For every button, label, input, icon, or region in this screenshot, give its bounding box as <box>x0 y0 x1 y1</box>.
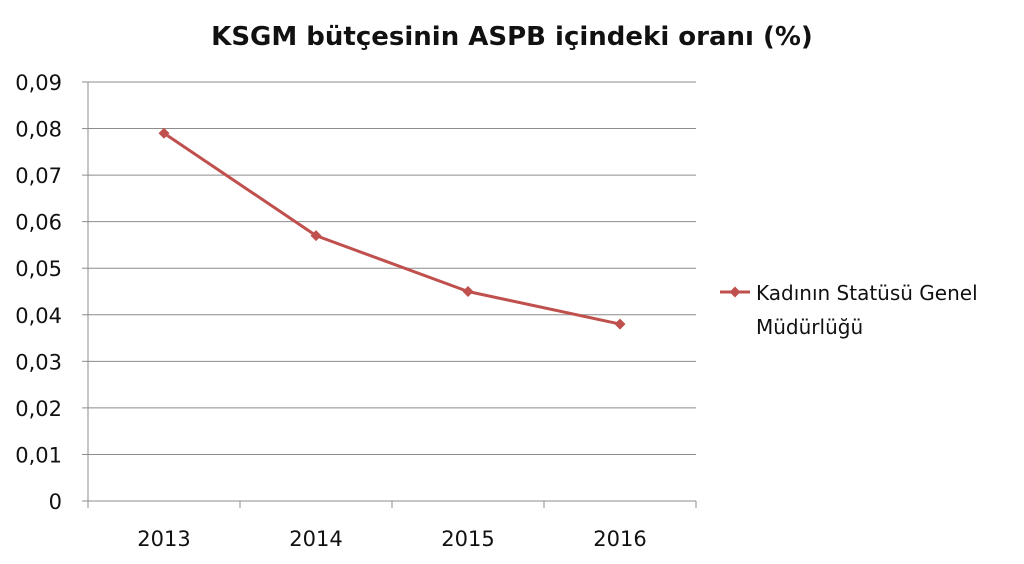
data-point <box>614 318 626 330</box>
x-tick-label: 2015 <box>441 527 494 551</box>
y-axis-tick-labels: 0 0,01 0,02 0,03 0,04 0,05 0,06 0,07 0,08 0,09 <box>15 71 62 514</box>
gridlines <box>88 81 696 455</box>
x-tick-label: 2016 <box>593 527 646 551</box>
legend-marker <box>729 286 741 298</box>
data-point <box>310 230 322 242</box>
legend: Kadının Statüsü Genel Müdürlüğü <box>720 281 978 339</box>
y-tick-label: 0 <box>49 490 62 514</box>
y-tick-label: 0,04 <box>15 304 62 328</box>
data-point <box>462 286 474 297</box>
y-tick-label: 0,09 <box>15 71 62 95</box>
data-point <box>158 127 170 139</box>
series-lines <box>158 127 626 330</box>
legend-label: Kadının Statüsü Genel <box>756 281 978 305</box>
axes <box>82 81 697 508</box>
y-tick-label: 0,07 <box>15 164 62 188</box>
legend-label: Müdürlüğü <box>756 315 863 339</box>
y-tick-label: 0,01 <box>15 443 62 467</box>
x-tick-label: 2013 <box>137 527 190 551</box>
chart-title: KSGM bütçesinin ASPB içindeki oranı (%) <box>211 22 813 52</box>
y-tick-label: 0,03 <box>15 350 62 374</box>
y-tick-label: 0,06 <box>15 211 62 235</box>
series-line <box>163 131 621 326</box>
y-tick-label: 0,08 <box>15 118 62 142</box>
x-tick-label: 2014 <box>289 527 342 551</box>
y-tick-label: 0,02 <box>15 397 62 421</box>
y-tick-label: 0,05 <box>15 257 62 281</box>
x-axis-tick-labels: 2013 2014 2015 2016 <box>137 527 646 551</box>
